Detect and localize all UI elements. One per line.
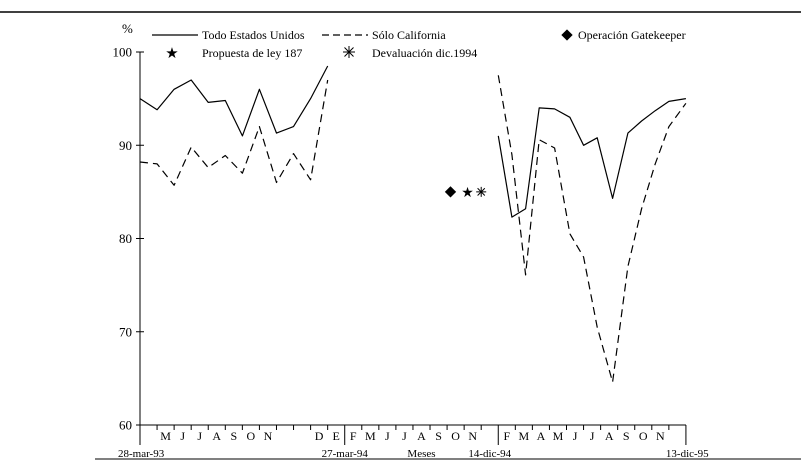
marker-gatekeeper-diamond-icon xyxy=(444,186,457,198)
x-month-label: J xyxy=(590,429,595,443)
legend-item-prop187: ★ Propuesta de ley 187 xyxy=(165,44,302,62)
y-tick-label: 60 xyxy=(119,418,132,433)
x-month-label: N xyxy=(468,429,477,443)
x-date-label: 13-dic-95 xyxy=(666,448,709,460)
x-month-label: J xyxy=(573,429,578,443)
x-date-label: 27-mar-94 xyxy=(322,448,369,460)
x-month-label: A xyxy=(605,429,614,443)
y-tick-label: 80 xyxy=(119,231,132,246)
x-month-label: M xyxy=(160,429,171,443)
series-line-california xyxy=(497,75,687,383)
legend-diamond-icon xyxy=(561,29,573,41)
x-month-label: S xyxy=(230,429,237,443)
x-date-label: 14-dic-94 xyxy=(468,448,511,460)
x-month-label: A xyxy=(417,429,426,443)
series-line-california xyxy=(139,79,329,186)
x-month-label: D xyxy=(315,429,324,443)
y-tick-label: 90 xyxy=(119,138,132,153)
legend-asterisk-icon xyxy=(343,46,355,58)
x-month-label: S xyxy=(623,429,630,443)
marker-devaluacion-asterisk-icon xyxy=(476,186,487,197)
legend-label-california: Sólo California xyxy=(372,28,446,42)
x-month-label: F xyxy=(503,429,510,443)
y-axis-label: % xyxy=(122,21,133,36)
x-month-label: O xyxy=(639,429,648,443)
legend-star-icon: ★ xyxy=(165,44,178,62)
legend-item-us: Todo Estados Unidos xyxy=(152,28,305,42)
legend-label-devaluacion: Devaluación dic.1994 xyxy=(372,46,477,60)
x-month-label: J xyxy=(197,429,202,443)
legend-item-gatekeeper: Operación Gatekeeper xyxy=(561,28,686,42)
x-month-label: O xyxy=(247,429,256,443)
x-month-label: F xyxy=(350,429,357,443)
x-month-label: M xyxy=(365,429,376,443)
legend-item-devaluacion: Devaluación dic.1994 xyxy=(343,46,477,60)
x-month-label: J xyxy=(402,429,407,443)
event-markers: ★ xyxy=(444,185,487,201)
x-month-label: A xyxy=(212,429,221,443)
series-line-us xyxy=(497,98,686,218)
y-ticks: 60 70 80 90 100 xyxy=(113,45,144,433)
x-month-label: S xyxy=(435,429,442,443)
series xyxy=(139,65,687,383)
x-month-label: E xyxy=(333,429,340,443)
legend-label-gatekeeper: Operación Gatekeeper xyxy=(578,28,686,42)
marker-prop187-star-icon: ★ xyxy=(461,185,474,201)
y-tick-label: 70 xyxy=(119,324,132,339)
x-month-label: O xyxy=(451,429,460,443)
x-month-label: M xyxy=(519,429,530,443)
x-month-label: M xyxy=(553,429,564,443)
legend-label-us: Todo Estados Unidos xyxy=(202,28,305,42)
x-month-label: N xyxy=(656,429,665,443)
x-month-label: J xyxy=(385,429,390,443)
series-line-us xyxy=(139,65,329,137)
legend-label-prop187: Propuesta de ley 187 xyxy=(202,46,302,60)
x-ticks: M J J A S O N D E F M J J A S O N F M A M J J A S O N28-mar-93 27-m… xyxy=(118,425,709,460)
x-date-label: 28-mar-93 xyxy=(118,448,165,460)
x-month-label: J xyxy=(180,429,185,443)
x-month-label: N xyxy=(264,429,273,443)
x-date-label: Meses xyxy=(407,448,435,460)
y-tick-label: 100 xyxy=(113,45,133,60)
legend: Todo Estados Unidos Sólo California Oper… xyxy=(152,28,686,62)
x-month-label: A xyxy=(537,429,546,443)
axes xyxy=(139,52,686,426)
legend-item-california: Sólo California xyxy=(322,28,446,42)
